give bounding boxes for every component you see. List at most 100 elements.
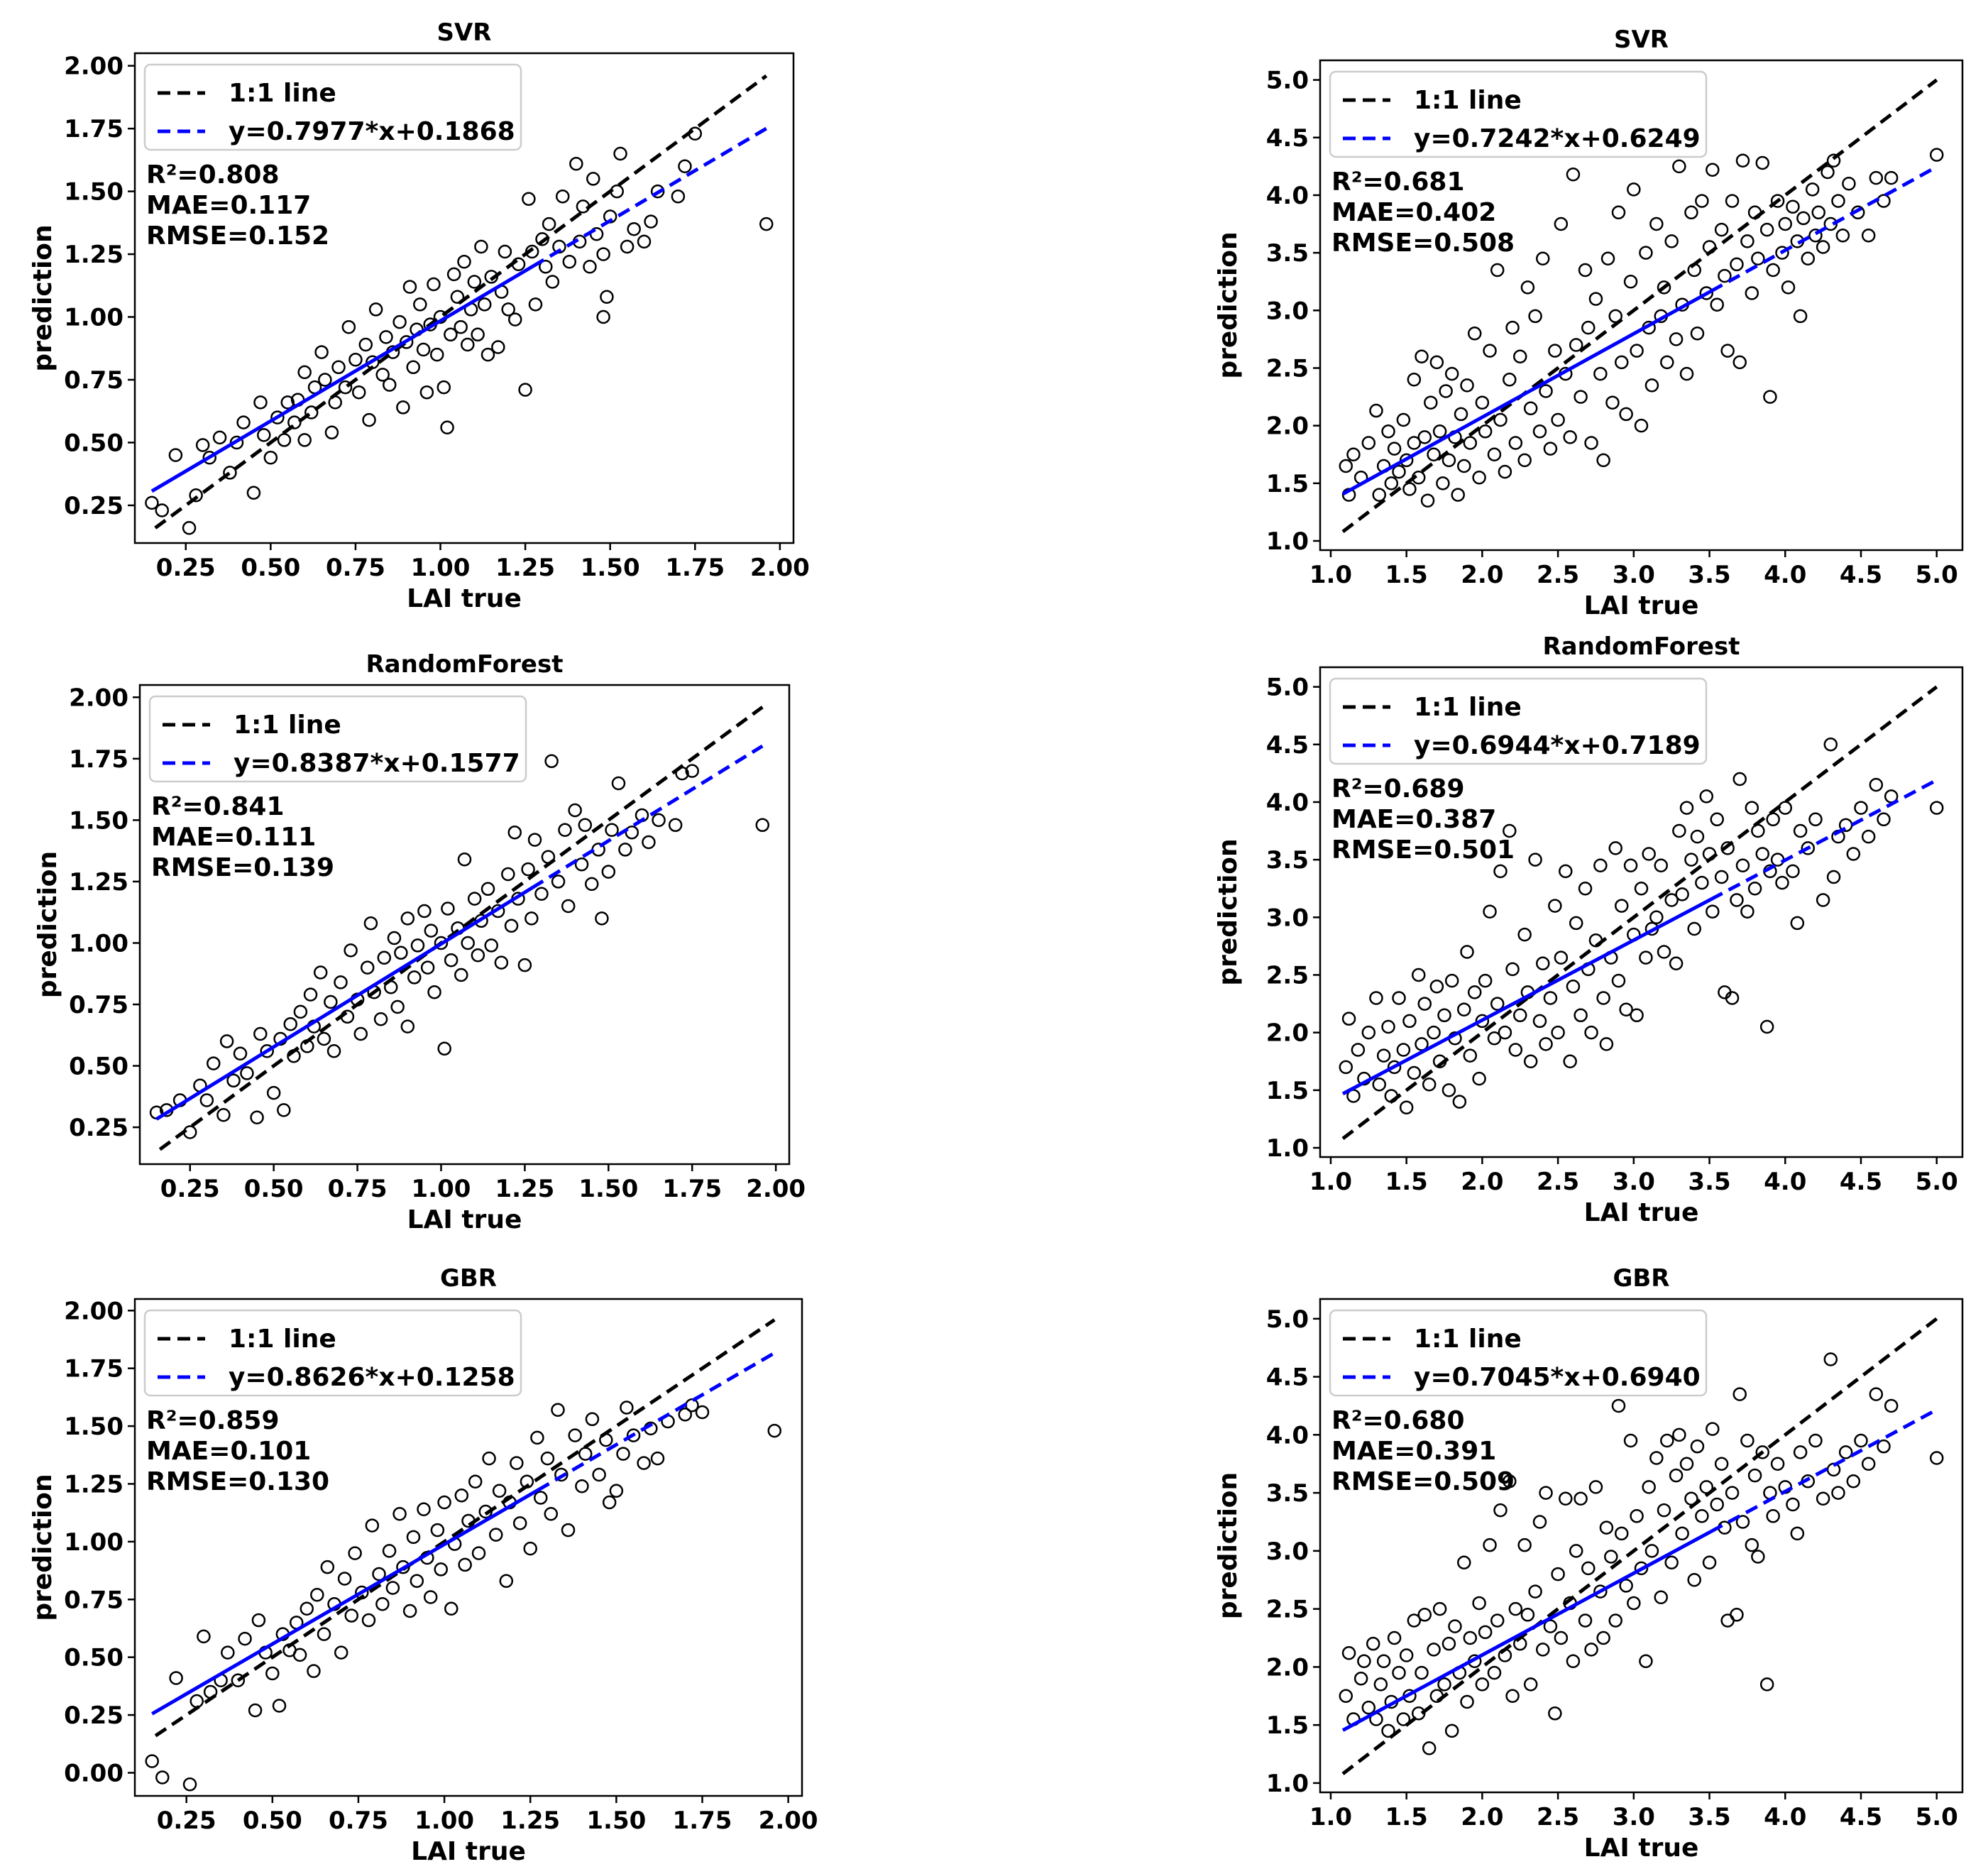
data-point [251,1613,266,1628]
data-point [1684,1491,1698,1506]
data-point [1478,424,1493,439]
data-point [340,1009,355,1024]
legend-box [1329,70,1708,158]
x-tick-label: 2.0 [1461,1168,1503,1196]
data-point [250,1110,264,1124]
data-point [387,931,402,946]
data-point [1574,1491,1588,1506]
data-point [1770,853,1785,867]
legend-box [1329,1309,1708,1397]
data-point [1604,1550,1618,1564]
data-point [240,1066,254,1080]
data-point [602,1495,617,1510]
data-point [650,1451,665,1466]
data-point [522,192,536,206]
data-point [1732,355,1747,370]
data-point [1786,1497,1800,1512]
data-point [1735,858,1750,872]
data-point [1548,1706,1562,1721]
y-tick-label: 2.0 [1266,1653,1309,1682]
data-point [1523,1677,1538,1692]
data-point [584,877,599,892]
legend: 1:1 line y=0.7977*x+0.1868 [143,63,522,151]
data-point [1615,355,1629,370]
data-point [461,1513,476,1528]
data-point [1548,344,1562,358]
data-point [416,342,431,357]
y-tick-label: 2.00 [69,684,128,712]
data-point [1341,1646,1356,1660]
data-point [652,813,666,828]
data-point [1407,436,1422,450]
data-point [1566,167,1581,182]
data-point [1361,1700,1376,1715]
data-point [400,911,415,926]
data-point [1472,1596,1486,1611]
data-point [1559,1491,1573,1506]
data-point [1432,424,1447,439]
data-point [1808,812,1823,827]
data-point [1766,1509,1780,1523]
x-axis-label: LAI true [411,1837,526,1866]
data-point [441,901,455,916]
data-point [1820,165,1835,180]
data-point [1608,1613,1622,1628]
y-tick-label: 0.25 [64,1701,123,1730]
data-point [436,380,451,395]
data-point [678,1408,693,1422]
legend-box [143,1309,522,1397]
data-point [253,395,268,410]
data-point [297,433,312,447]
data-point [417,1502,431,1517]
data-point [1869,170,1884,185]
data-point [1816,1491,1830,1506]
data-point [1429,979,1444,994]
data-point [1381,424,1395,439]
data-point [1539,1486,1553,1500]
data-point [569,156,583,171]
y-tick-label: 3.5 [1266,846,1309,875]
data-point [558,823,572,837]
data-point [1687,263,1701,278]
data-point [1420,493,1435,508]
data-point [578,1447,593,1461]
x-tick-label: 3.0 [1613,561,1655,589]
data-point [1487,447,1502,461]
y-tick-label: 1.50 [69,806,128,835]
data-point [1508,1043,1523,1057]
data-point [511,257,526,271]
data-point [1770,1457,1785,1471]
fit-line [1341,289,1712,496]
data-point [561,1523,576,1538]
data-point [219,1034,234,1048]
data-point [1444,366,1459,381]
fit-line [1341,897,1712,1096]
data-point [1823,738,1838,752]
fit-line [150,1489,539,1716]
x-tick-label: 2.5 [1537,1168,1579,1196]
data-point [202,450,216,465]
data-point [1706,1422,1720,1436]
data-point [1786,199,1800,214]
data-point [1548,899,1562,913]
data-point [484,938,498,953]
fit-line [150,265,534,493]
data-point [1578,1613,1593,1628]
data-point [523,1541,537,1556]
data-point [424,923,439,938]
chart-title: GBR [1613,1264,1669,1293]
data-point [1472,470,1486,485]
data-point [351,385,366,400]
plot-frame [133,52,795,544]
data-point [1429,355,1444,370]
data-point [1644,378,1659,393]
data-point [189,488,203,503]
data-point [1543,1619,1558,1633]
data-point [300,1601,314,1616]
plot-frame [133,1298,803,1797]
legend-label-identity: 1:1 line [1414,693,1522,722]
y-tick-label: 2.5 [1266,961,1309,990]
data-point [396,400,410,415]
data-point [542,217,556,231]
data-point [334,1645,348,1660]
